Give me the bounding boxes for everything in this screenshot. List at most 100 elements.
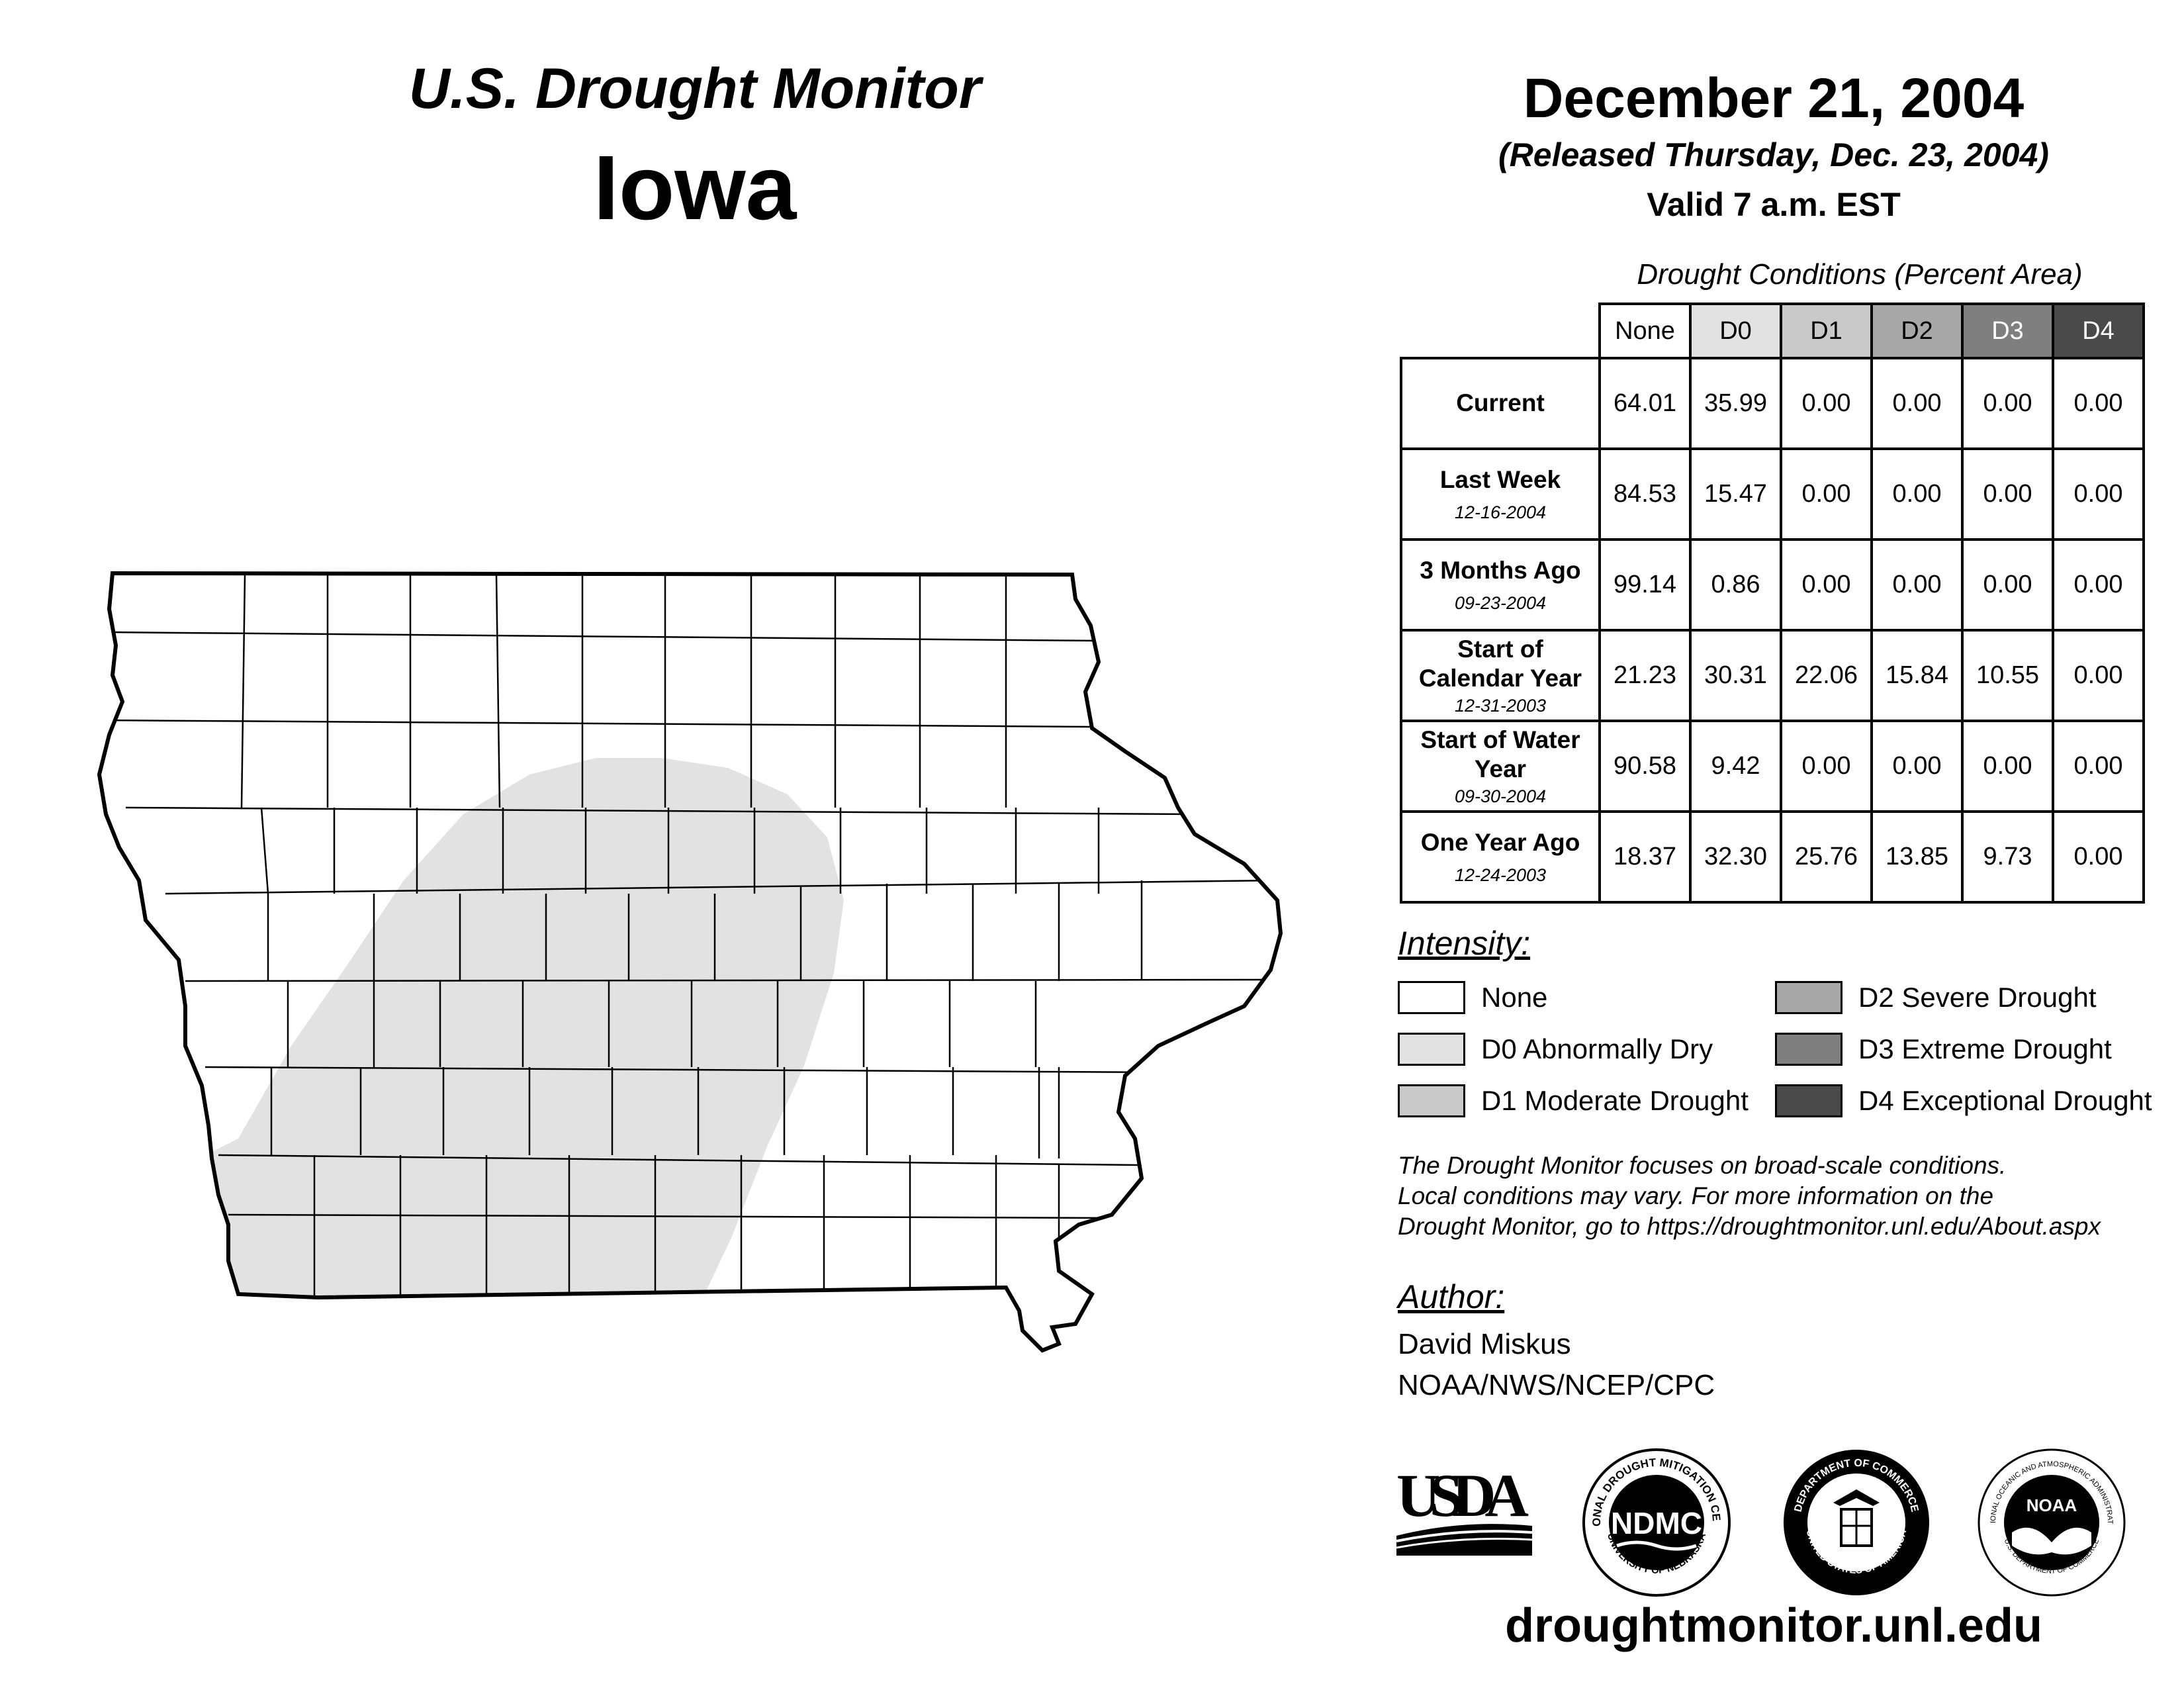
svg-text:USDA: USDA <box>1396 1463 1529 1529</box>
table-cell: 10.55 <box>1961 629 2054 722</box>
author-block: David Miskus NOAA/NWS/NCEP/CPC <box>1398 1324 1715 1406</box>
table-cell: 0.00 <box>2052 810 2145 904</box>
usda-logo: USDA <box>1396 1463 1533 1556</box>
row-date: 12-24-2003 <box>1454 865 1547 885</box>
svg-text:NOAA: NOAA <box>2026 1495 2077 1515</box>
legend-swatch <box>1398 1033 1465 1066</box>
legend-item-d3: D3 Extreme Drought <box>1775 1033 2112 1066</box>
iowa-outline <box>97 571 1283 1353</box>
table-cell: 0.00 <box>1870 357 1964 450</box>
doc-logo: DEPARTMENT OF COMMERCE UNITED STATES OF … <box>1784 1450 1929 1595</box>
author-name: David Miskus <box>1398 1328 1571 1360</box>
table-corner <box>1401 304 1600 358</box>
table-cell: 25.76 <box>1780 810 1873 904</box>
legend-label: None <box>1481 982 1548 1013</box>
table-row: One Year Ago 12-24-2003 18.37 32.30 25.76… <box>1400 810 2145 904</box>
legend-swatch <box>1775 1033 1843 1066</box>
legend-label: D4 Exceptional Drought <box>1858 1085 2152 1116</box>
table-cell: 15.47 <box>1689 447 1782 541</box>
table-cell: 18.37 <box>1598 810 1692 904</box>
noaa-logo: NATIONAL OCEANIC AND ATMOSPHERIC ADMINIS… <box>1976 1446 2126 1597</box>
release-date: (Released Thursday, Dec. 23, 2004) <box>1498 136 2049 173</box>
legend-label: D0 Abnormally Dry <box>1481 1033 1713 1064</box>
row-label: One Year Ago 12-24-2003 <box>1400 810 1601 904</box>
website-url[interactable]: droughtmonitor.unl.edu <box>1505 1599 2042 1652</box>
disclaimer-note: The Drought Monitor focuses on broad-sca… <box>1398 1150 2159 1242</box>
table-row: Last Week 12-16-2004 84.53 15.47 0.00 0.0… <box>1400 447 2145 541</box>
table-cell: 30.31 <box>1689 629 1782 722</box>
table-cell: 9.73 <box>1961 810 2054 904</box>
column-header: D2 <box>1870 303 1964 359</box>
row-date: 12-16-2004 <box>1454 502 1547 522</box>
table-cell: 0.00 <box>2052 357 2145 450</box>
note-line: Drought Monitor, go to https://droughtmo… <box>1398 1213 2101 1240</box>
legend-label: D1 Moderate Drought <box>1481 1085 1749 1116</box>
column-header: D4 <box>2052 303 2145 359</box>
legend-item-d1: D1 Moderate Drought <box>1398 1084 1749 1117</box>
legend-label: D2 Severe Drought <box>1858 982 2097 1013</box>
column-header: D3 <box>1961 303 2054 359</box>
table-cell: 0.00 <box>2052 447 2145 541</box>
state-name: Iowa <box>593 137 797 239</box>
table-row: Current 64.01 35.99 0.00 0.00 0.00 0.00 <box>1400 357 2145 450</box>
table-cell: 0.00 <box>1780 720 1873 813</box>
table-cell: 0.00 <box>1961 720 2054 813</box>
table-cell: 32.30 <box>1689 810 1782 904</box>
valid-time: Valid 7 a.m. EST <box>1647 186 1901 223</box>
row-date: 12-31-2003 <box>1454 695 1547 716</box>
table-row: Start of Calendar Year 12-31-2003 21.23 3… <box>1400 629 2145 722</box>
table-cell: 0.00 <box>1961 447 2054 541</box>
table-cell: 90.58 <box>1598 720 1692 813</box>
report-date: December 21, 2004 <box>1523 67 2025 129</box>
note-line: The Drought Monitor focuses on broad-sca… <box>1398 1152 2007 1179</box>
column-header: None <box>1598 303 1692 359</box>
row-label: Start of Calendar Year 12-31-2003 <box>1400 629 1601 722</box>
table-cell: 15.84 <box>1870 629 1964 722</box>
legend-item-d2: D2 Severe Drought <box>1775 981 2097 1014</box>
iowa-drought-map <box>97 571 1283 1353</box>
table-cell: 0.00 <box>1961 357 2054 450</box>
table-cell: 0.00 <box>2052 538 2145 632</box>
svg-text:NDMC: NDMC <box>1611 1506 1702 1540</box>
table-cell: 0.00 <box>1780 538 1873 632</box>
column-header: D0 <box>1689 303 1782 359</box>
author-org: NOAA/NWS/NCEP/CPC <box>1398 1369 1715 1401</box>
table-cell: 0.00 <box>1870 538 1964 632</box>
ndmc-logo: NATIONAL DROUGHT MITIGATION CENTER UNIVE… <box>1580 1446 1731 1597</box>
table-cell: 64.01 <box>1598 357 1692 450</box>
table-row: Start of Water Year 09-30-2004 90.58 9.42… <box>1400 720 2145 813</box>
legend-swatch <box>1775 981 1843 1014</box>
table-cell: 35.99 <box>1689 357 1782 450</box>
table-cell: 84.53 <box>1598 447 1692 541</box>
table-cell: 21.23 <box>1598 629 1692 722</box>
table-caption: Drought Conditions (Percent Area) <box>1637 258 2083 291</box>
row-label: Last Week 12-16-2004 <box>1400 447 1601 541</box>
row-label: Current <box>1400 357 1601 450</box>
legend-item-d0: D0 Abnormally Dry <box>1398 1033 1713 1066</box>
note-line: Local conditions may vary. For more info… <box>1398 1182 1994 1209</box>
legend-title: Intensity: <box>1398 925 1531 962</box>
legend-item-d4: D4 Exceptional Drought <box>1775 1084 2152 1117</box>
legend-swatch <box>1775 1084 1843 1117</box>
table-cell: 0.00 <box>2052 629 2145 722</box>
table-cell: 0.00 <box>2052 720 2145 813</box>
table-cell: 0.00 <box>1870 720 1964 813</box>
table-cell: 99.14 <box>1598 538 1692 632</box>
legend-item-none: None <box>1398 981 1547 1014</box>
legend-swatch <box>1398 981 1465 1014</box>
table-cell: 0.00 <box>1780 357 1873 450</box>
table-cell: 0.86 <box>1689 538 1782 632</box>
table-cell: 9.42 <box>1689 720 1782 813</box>
legend-label: D3 Extreme Drought <box>1858 1033 2112 1064</box>
table-cell: 13.85 <box>1870 810 1964 904</box>
table-cell: 0.00 <box>1870 447 1964 541</box>
table-cell: 0.00 <box>1961 538 2054 632</box>
row-label: 3 Months Ago 09-23-2004 <box>1400 538 1601 632</box>
map-title: U.S. Drought Monitor <box>408 57 981 120</box>
author-title: Author: <box>1398 1278 1505 1315</box>
drought-conditions-table: None D0 D1 D2 D3 D4 Current 64.01 35.99 … <box>1400 303 2145 904</box>
row-label: Start of Water Year 09-30-2004 <box>1400 720 1601 813</box>
column-header: D1 <box>1780 303 1873 359</box>
row-date: 09-23-2004 <box>1454 592 1547 613</box>
table-cell: 22.06 <box>1780 629 1873 722</box>
